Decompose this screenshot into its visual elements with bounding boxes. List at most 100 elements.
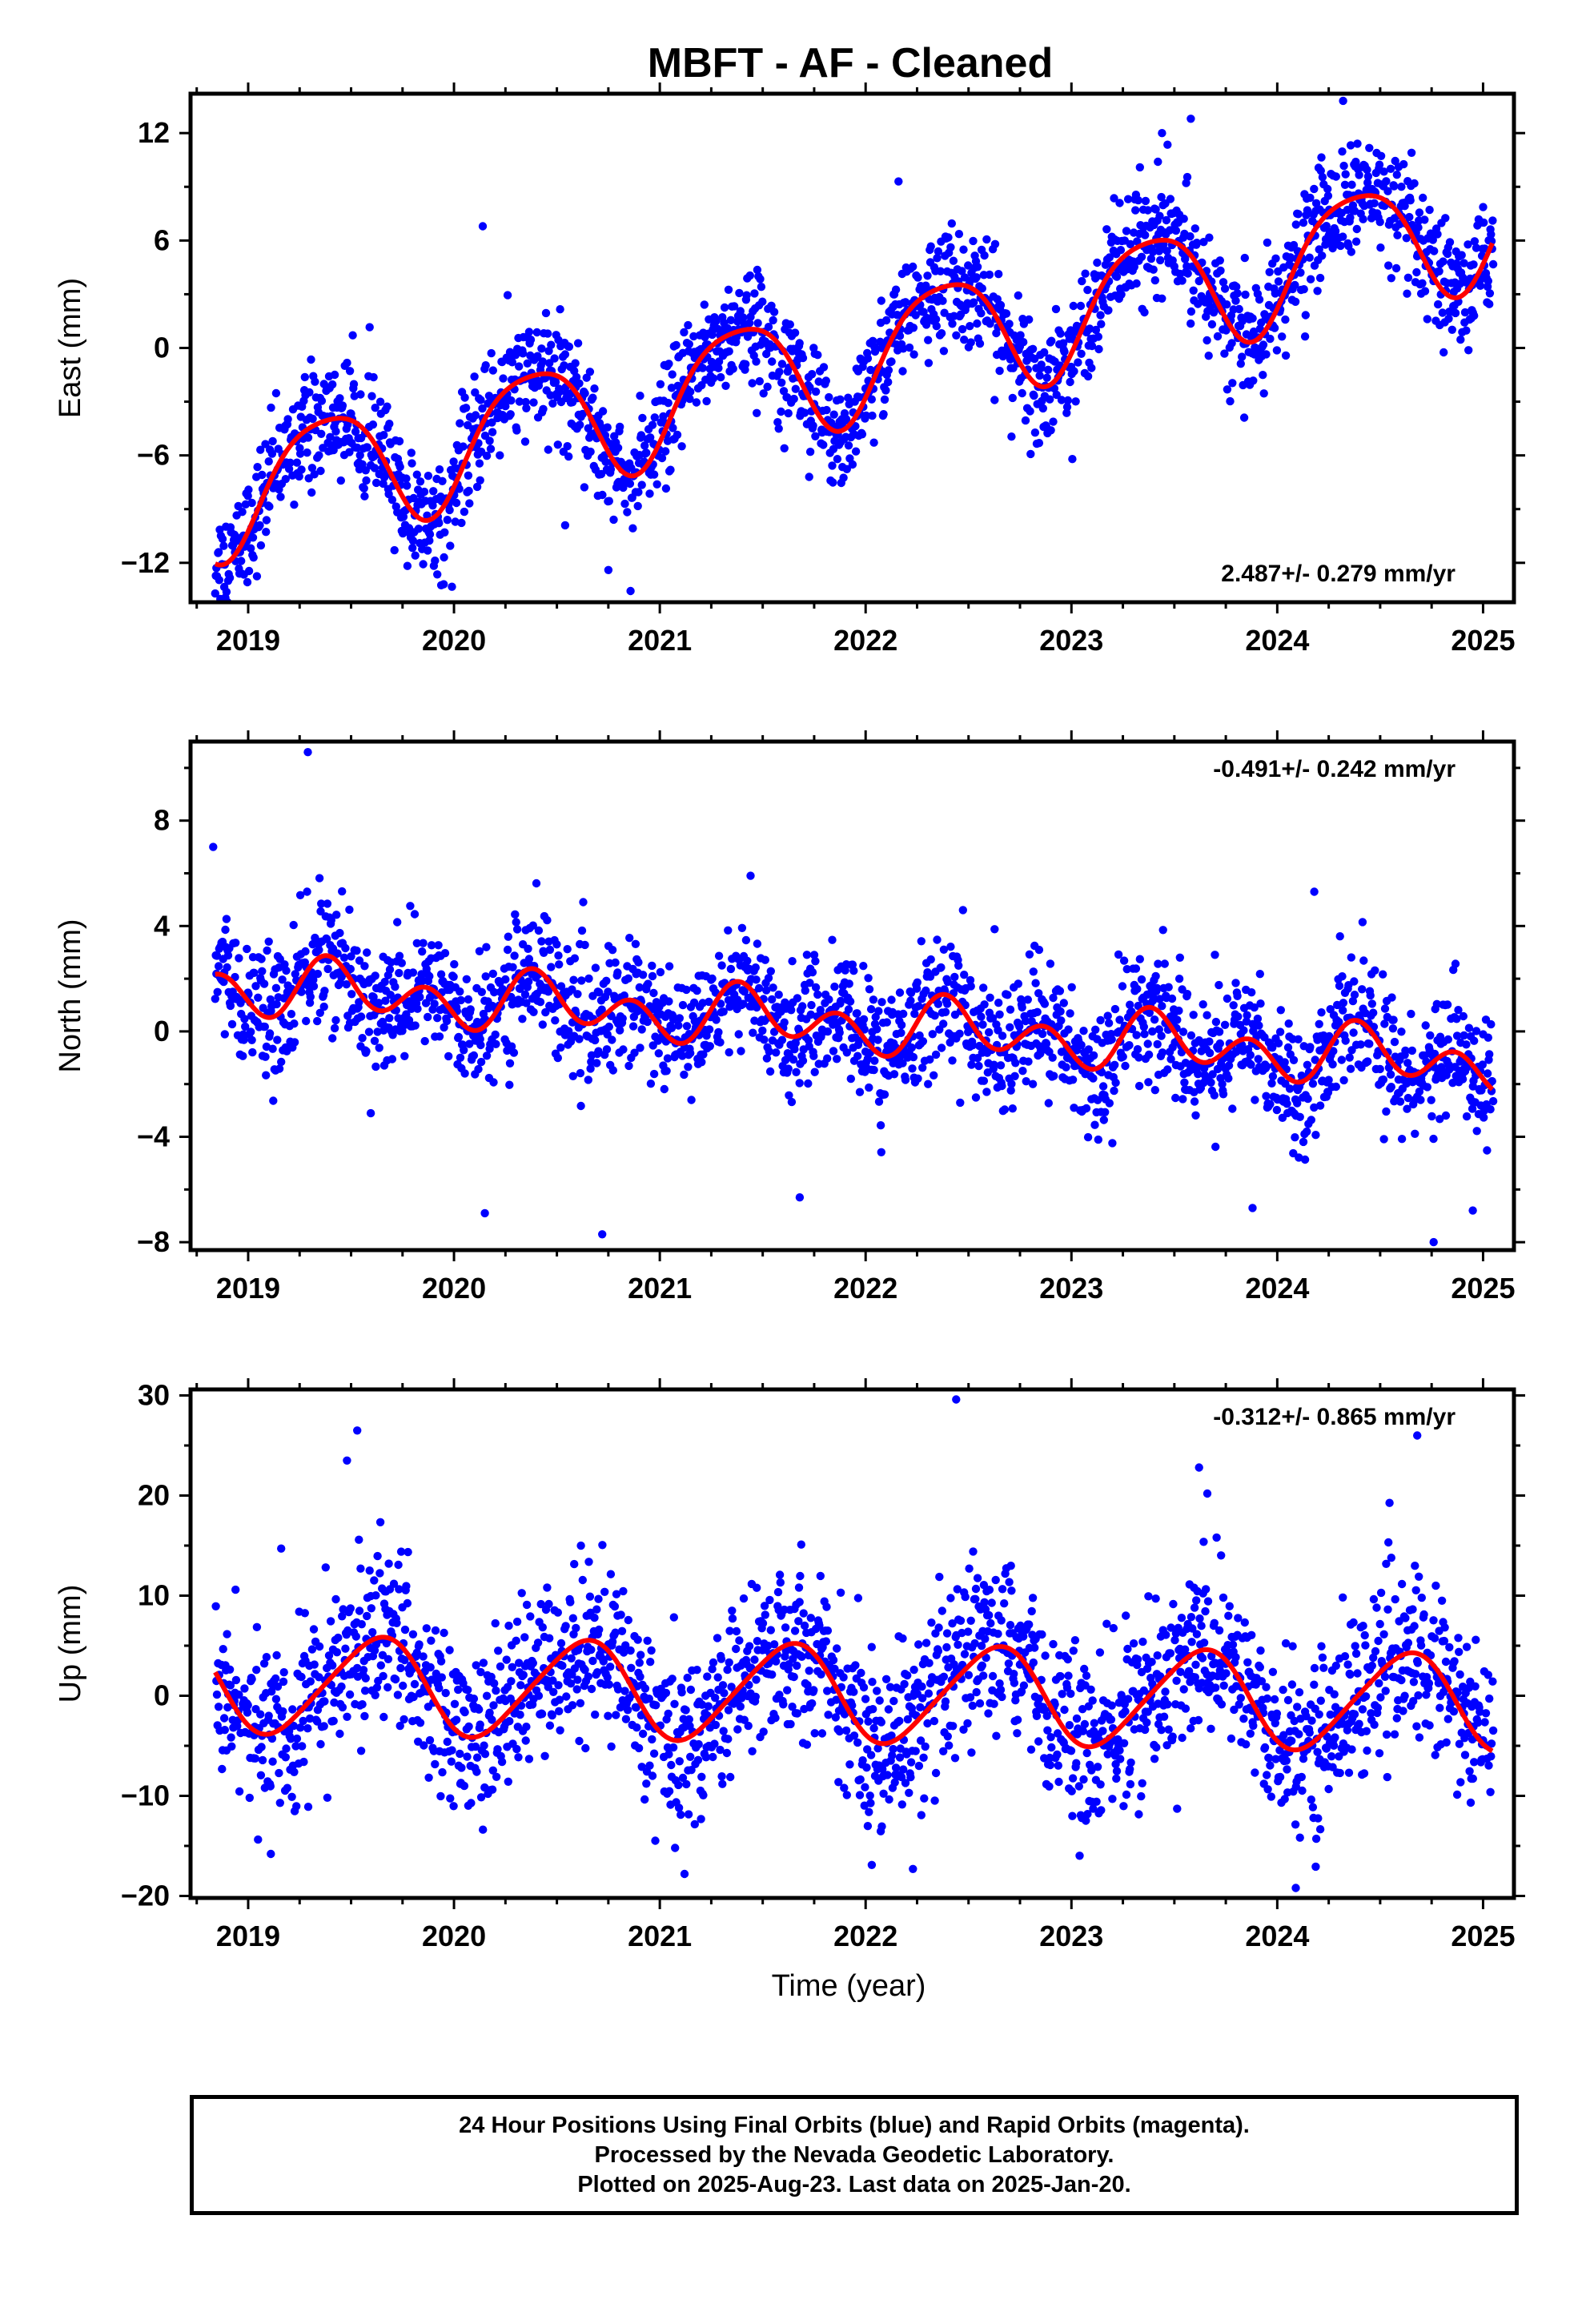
data-point [1144, 1050, 1154, 1059]
data-point [705, 1042, 714, 1051]
data-point [253, 463, 262, 472]
data-point [408, 537, 418, 545]
data-point [765, 1047, 773, 1056]
data-point [247, 1035, 256, 1045]
data-point [685, 340, 693, 348]
data-point [315, 1673, 323, 1682]
data-point [661, 484, 671, 493]
data-point [231, 1585, 240, 1594]
data-point [752, 357, 761, 366]
data-point [1456, 335, 1465, 344]
data-point [571, 359, 580, 368]
data-point [1216, 266, 1225, 275]
data-point [380, 977, 389, 987]
data-point [1430, 247, 1439, 255]
data-point [1151, 205, 1160, 214]
data-point [1439, 257, 1447, 266]
data-point [1246, 1051, 1255, 1059]
data-point [408, 1630, 418, 1639]
data-point [1186, 1031, 1196, 1040]
data-point [1488, 1096, 1498, 1106]
data-point [326, 1617, 335, 1626]
data-point [1272, 346, 1282, 355]
data-point [371, 1062, 380, 1072]
data-point [399, 1681, 408, 1691]
data-point [396, 1663, 405, 1673]
data-point [1114, 950, 1123, 959]
data-point [1046, 395, 1054, 404]
data-point [1434, 300, 1443, 309]
data-point [597, 1005, 606, 1014]
data-point [1089, 1074, 1098, 1083]
data-point [1390, 1037, 1399, 1047]
data-point [287, 1792, 296, 1801]
data-point [549, 1687, 558, 1696]
data-point [805, 979, 814, 987]
data-point [594, 1047, 603, 1055]
data-point [1066, 377, 1074, 387]
data-point [673, 430, 682, 440]
data-point [1485, 1050, 1494, 1059]
data-point [472, 482, 482, 492]
data-point [1420, 215, 1429, 224]
data-point [1178, 1027, 1188, 1036]
data-point [748, 379, 757, 388]
data-point [1163, 1065, 1172, 1074]
data-point [456, 1749, 464, 1759]
data-point [811, 432, 820, 440]
data-point [1158, 1002, 1166, 1011]
data-point [1470, 312, 1479, 320]
data-point [1315, 273, 1325, 283]
data-point [913, 273, 922, 282]
data-point [219, 603, 227, 611]
data-point [1303, 1060, 1312, 1070]
data-point [245, 1793, 254, 1803]
data-point [303, 1724, 312, 1733]
data-point [315, 1008, 324, 1018]
data-point [741, 935, 751, 945]
data-point [1382, 1107, 1391, 1116]
data-point [1105, 1099, 1114, 1108]
data-point [373, 1551, 382, 1561]
data-point [637, 1025, 646, 1034]
data-point [1042, 1039, 1051, 1048]
data-point [759, 389, 768, 398]
data-point [332, 1648, 342, 1657]
data-point [315, 874, 324, 883]
data-point [538, 1622, 547, 1632]
data-point [261, 1052, 270, 1061]
data-point [323, 964, 332, 974]
data-point [211, 589, 219, 598]
data-point [1468, 1206, 1477, 1215]
x-tick-label: 2023 [1039, 624, 1103, 657]
data-point [353, 1663, 362, 1673]
data-point [967, 1060, 976, 1069]
data-point [895, 988, 905, 997]
data-point [283, 415, 292, 424]
data-point [343, 358, 351, 368]
data-point [909, 262, 917, 271]
data-point [921, 320, 931, 329]
data-point [480, 1750, 490, 1759]
data-point [584, 974, 593, 983]
data-point [1083, 1132, 1093, 1142]
data-point [503, 291, 512, 300]
data-point [616, 1026, 624, 1035]
data-point [363, 948, 371, 957]
data-point [215, 576, 223, 585]
data-point [460, 507, 469, 517]
data-point [789, 1055, 798, 1064]
data-point [860, 1025, 869, 1034]
data-point [298, 1742, 307, 1751]
data-point [505, 1059, 515, 1068]
data-point [262, 528, 271, 537]
data-point [464, 1722, 473, 1731]
data-point [480, 1208, 489, 1218]
data-point [1165, 226, 1174, 235]
data-point [1218, 1080, 1227, 1088]
data-point [764, 974, 773, 983]
data-point [516, 1681, 525, 1690]
data-point [1415, 1087, 1424, 1096]
data-point [1363, 172, 1373, 181]
data-point [223, 1703, 232, 1712]
